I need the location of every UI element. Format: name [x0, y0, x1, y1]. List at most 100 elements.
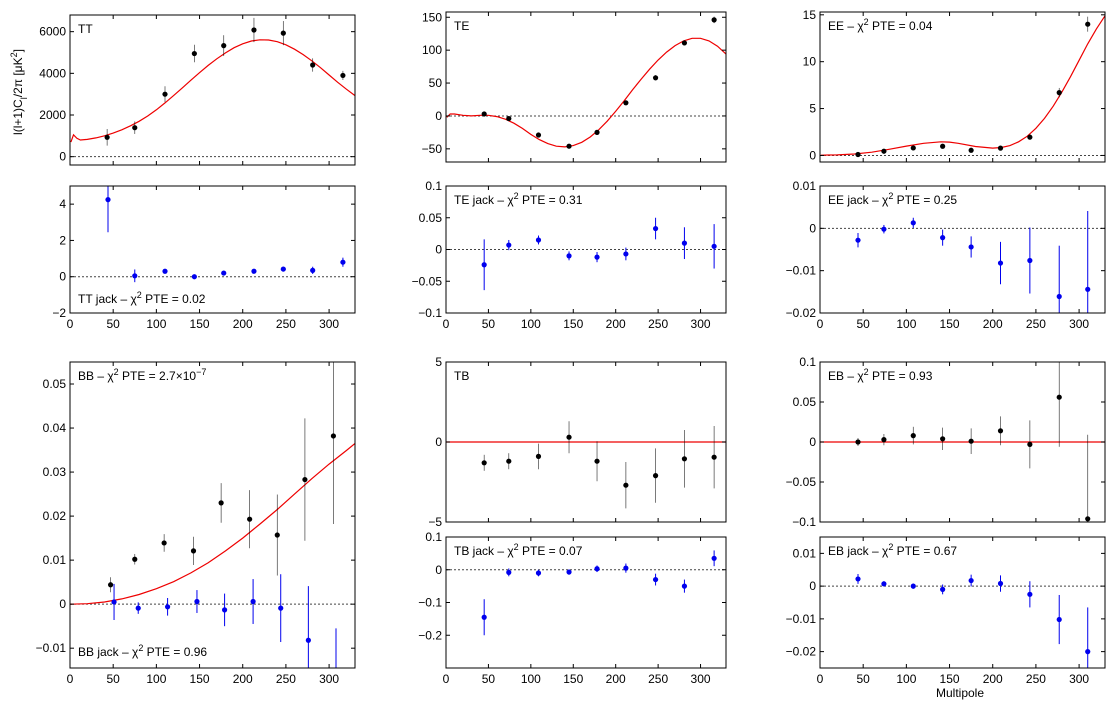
- data-point: [566, 253, 572, 259]
- data-point: [623, 565, 629, 571]
- data-point: [1027, 257, 1033, 264]
- data-point: [506, 115, 512, 122]
- data-point: [481, 460, 487, 466]
- data-point: [104, 134, 110, 140]
- y-tick-label: −0.05: [786, 475, 817, 489]
- data-point: [855, 151, 861, 158]
- y-tick-label: 150: [422, 10, 442, 24]
- y-tick-label: −0.02: [786, 645, 817, 659]
- data-point: [221, 270, 227, 276]
- series-te-jack: [481, 217, 717, 291]
- y-tick-label: 0.1: [425, 179, 442, 193]
- data-point: [162, 268, 168, 274]
- data-point: [191, 274, 197, 280]
- data-point: [940, 143, 946, 149]
- data-point: [194, 598, 200, 605]
- data-point: [250, 598, 256, 605]
- x-tick-label: 250: [1026, 672, 1046, 686]
- panel-eb: −0.1 −0.05 0 0.05 0.1 EB – χ2 PTE = 0.93: [786, 355, 1106, 529]
- panel-jack-label: BB jack – χ2 PTE = 0.96: [78, 643, 207, 659]
- data-point: [681, 40, 688, 46]
- panel-label: TB jack – χ2 PTE = 0.07: [454, 542, 583, 558]
- data-point: [1056, 293, 1062, 300]
- x-tick-label: 300: [319, 317, 339, 331]
- x-tick-label: 300: [1069, 672, 1089, 686]
- panel-label: EB – χ2 PTE = 0.93: [828, 367, 933, 383]
- series-tb-jack: [481, 550, 717, 636]
- y-tick-label: 0: [435, 435, 442, 449]
- y-tick-label: −0.01: [786, 612, 817, 626]
- x-tick-label: 250: [1026, 317, 1046, 331]
- y-tick-label: 0: [809, 579, 816, 593]
- x-tick-label: 50: [482, 672, 496, 686]
- data-point: [310, 267, 316, 273]
- x-tick-label: 50: [107, 672, 121, 686]
- data-point: [855, 237, 861, 243]
- data-point: [164, 604, 171, 610]
- y-tick-label: 2000: [39, 108, 66, 122]
- y-tick-label: 0: [435, 109, 442, 123]
- data-point: [566, 569, 572, 575]
- y-tick-label: 0.01: [43, 553, 67, 567]
- data-point: [302, 476, 308, 483]
- data-point: [247, 516, 253, 522]
- data-point: [652, 75, 659, 81]
- data-point: [481, 262, 487, 268]
- axes-frame: [819, 536, 1106, 669]
- data-point: [1027, 591, 1033, 597]
- x-axis-label: Multipole: [936, 686, 984, 700]
- y-tick-label: −50: [422, 142, 443, 156]
- data-point: [968, 147, 974, 153]
- data-point: [105, 197, 111, 203]
- data-point: [968, 438, 974, 444]
- data-point: [190, 548, 197, 554]
- data-point: [1056, 616, 1062, 623]
- series-tb: [481, 421, 717, 509]
- data-point: [251, 268, 257, 274]
- panel-ee: 0 5 10 15 EE – χ2 PTE = 0.04: [803, 8, 1106, 163]
- y-tick-label: 0: [435, 563, 442, 577]
- data-point: [623, 251, 629, 257]
- model-curve: [446, 37, 726, 148]
- x-tick-label: 200: [233, 672, 253, 686]
- x-tick-label: 100: [896, 672, 916, 686]
- data-point: [681, 456, 688, 462]
- x-tick-label: 100: [146, 672, 166, 686]
- panel-eb-jack: 0 50 100 150 200 250 300 −0.02 −0.01 0 0.01 EB jack…: [786, 536, 1106, 686]
- panel-label: TB: [454, 369, 469, 383]
- y-tick-label: 4000: [39, 66, 66, 80]
- panel-tb: −5 0 5 TB: [428, 355, 727, 529]
- y-tick-label: 0: [59, 597, 66, 611]
- y-tick-label: 0: [809, 435, 816, 449]
- y-tick-label: 2: [59, 233, 66, 247]
- x-tick-label: 250: [276, 317, 296, 331]
- data-point: [566, 434, 572, 440]
- y-tick-label: 0.1: [425, 530, 442, 544]
- data-point: [221, 607, 228, 613]
- x-tick-label: 200: [606, 317, 626, 331]
- y-tick-label: 0.05: [419, 211, 443, 225]
- data-point: [107, 582, 114, 588]
- x-tick-label: 200: [233, 317, 253, 331]
- x-tick-label: 50: [482, 317, 496, 331]
- data-point: [506, 569, 512, 575]
- data-point: [1085, 649, 1091, 655]
- data-point: [162, 91, 168, 97]
- x-tick-label: 50: [857, 317, 871, 331]
- model-curve: [70, 39, 355, 143]
- y-tick-label: 0.05: [793, 395, 817, 409]
- data-point: [623, 100, 629, 106]
- data-point: [711, 17, 717, 23]
- data-point: [881, 148, 887, 154]
- panel-label: EE jack – χ2 PTE = 0.25: [828, 191, 957, 207]
- data-point: [1027, 134, 1033, 140]
- data-point: [711, 555, 717, 561]
- x-tick-label: 0: [443, 317, 450, 331]
- data-point: [997, 428, 1004, 434]
- data-point: [968, 244, 974, 250]
- x-tick-label: 150: [940, 672, 960, 686]
- data-point: [910, 583, 916, 589]
- y-tick-label: 4: [59, 197, 66, 211]
- data-point: [711, 454, 717, 460]
- y-tick-label: 0.03: [43, 465, 67, 479]
